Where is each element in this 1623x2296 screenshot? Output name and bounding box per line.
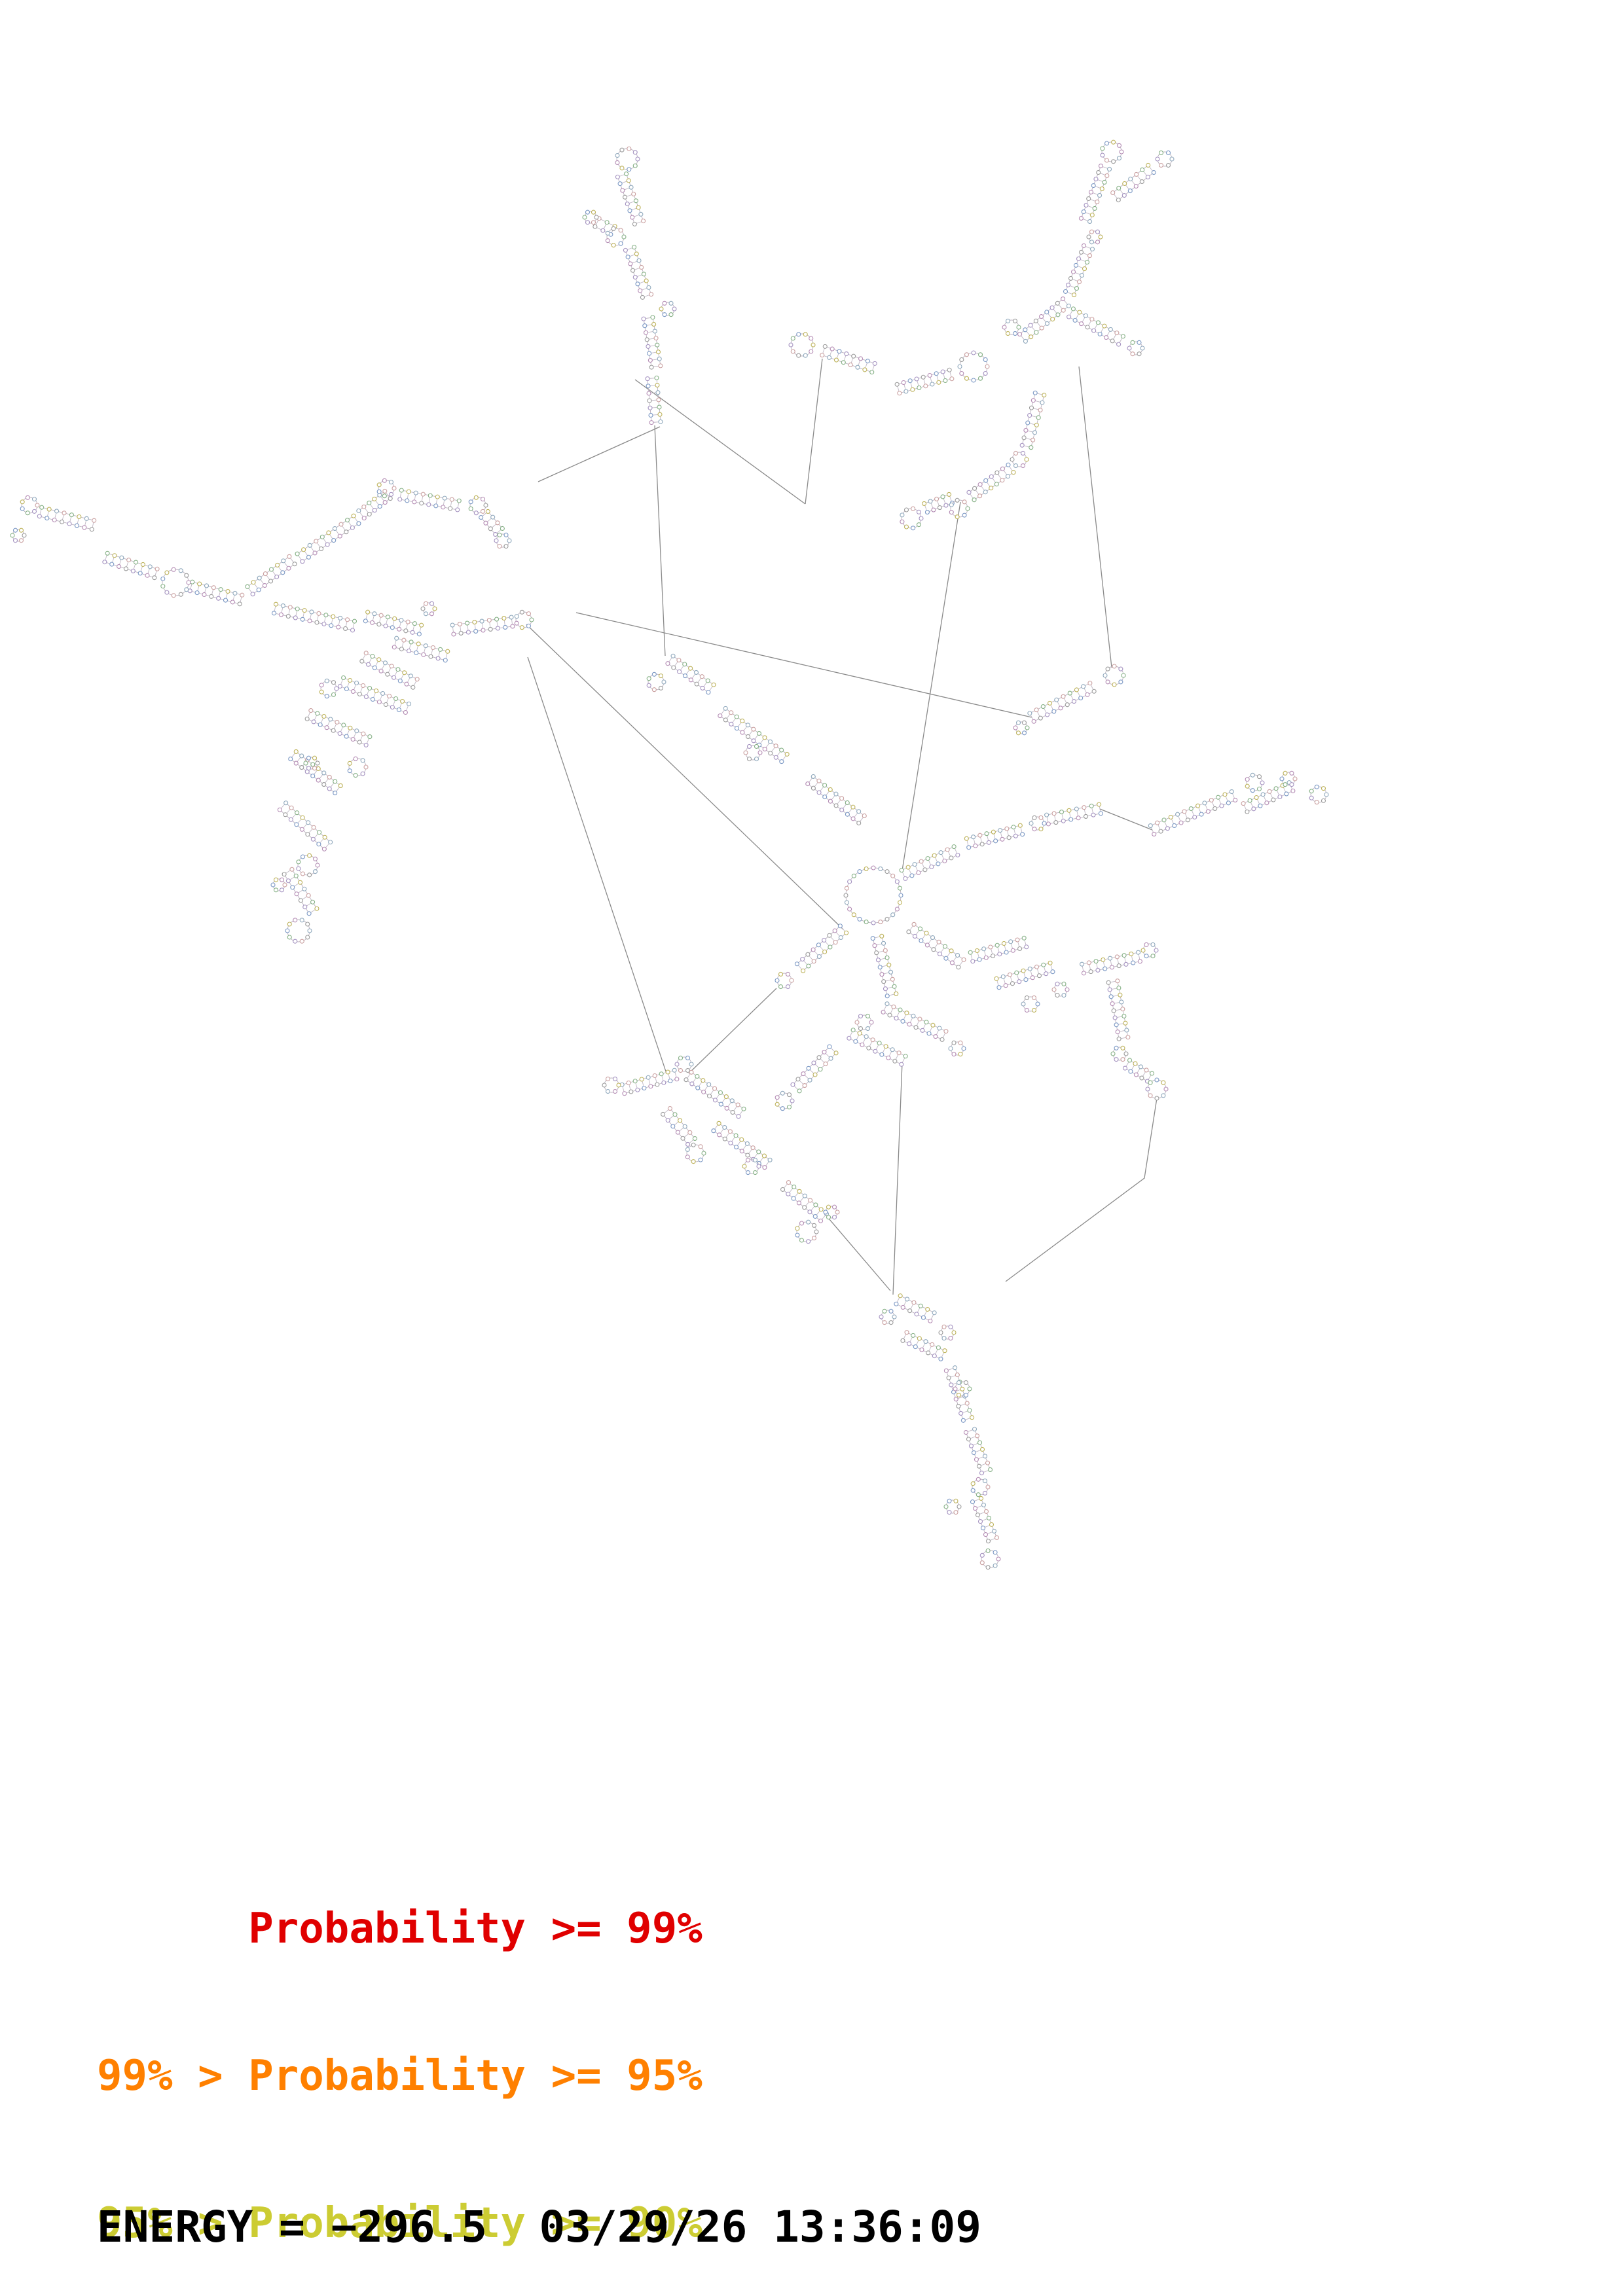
legend-line: Probability >= 99%: [97, 1905, 702, 1953]
legend-line: 95% > Probability >= 90%: [97, 2199, 702, 2248]
legend-line: 99% > Probability >= 95%: [97, 2052, 702, 2100]
probability-legend: Probability >= 99% 99% > Probability >= …: [97, 1806, 702, 2296]
energy-line: ENERGY = −296.5 03/29/26 13:36:09: [97, 2202, 982, 2252]
